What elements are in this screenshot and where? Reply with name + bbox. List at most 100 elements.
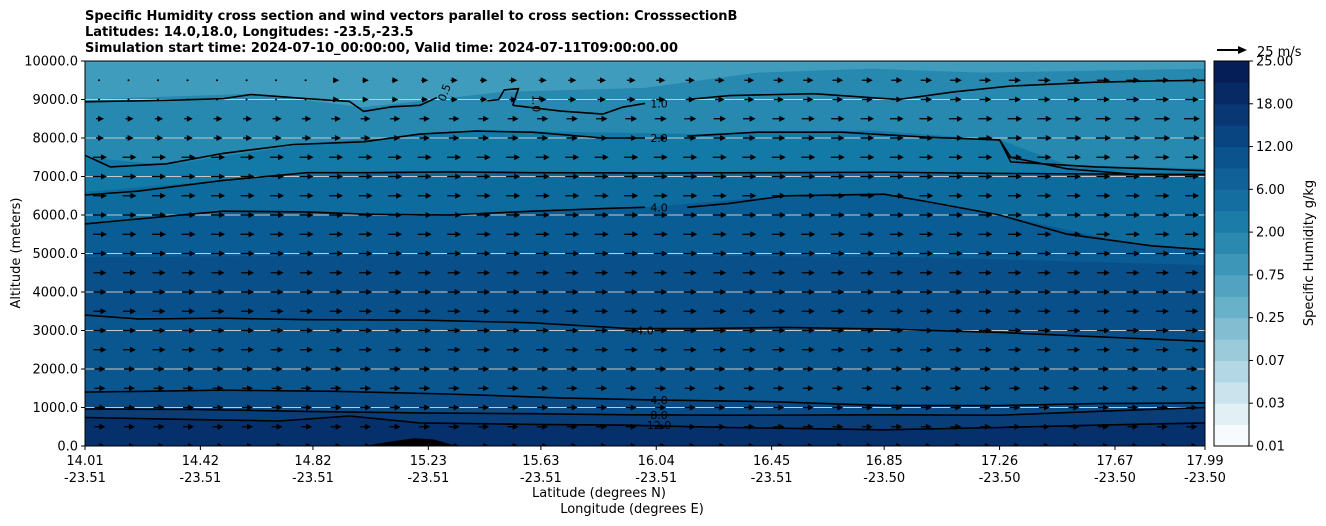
wind-vector-12-35 [1125,212,1140,218]
wind-vector-18-28 [920,96,933,103]
wind-vector-14-13 [476,173,491,180]
wind-vector-6-25 [831,327,845,334]
wind-vector-9-30 [978,269,992,276]
wind-vector-5-12 [447,346,461,353]
wind-vector-8-4 [211,289,225,295]
wind-vector-10-19 [653,250,668,257]
wind-vector-5-0 [93,346,107,353]
wind-vector-10-9 [358,250,373,257]
wind-vector-5-30 [978,346,992,353]
wind-vector-0-29 [950,443,962,446]
wind-vector-18-9 [362,96,369,103]
wind-vector-18-30 [979,96,992,103]
wind-vector-0-6 [271,443,283,446]
wind-vector-12-33 [1066,212,1081,218]
y-tick-label-2: 2000.0 [33,363,79,378]
wind-vector-13-0 [93,192,107,199]
wind-vector-7-6 [270,308,284,315]
wind-vector-17-17 [595,115,608,122]
wind-vector-10-4 [211,250,226,257]
colorbar-tick-label-1: 0.03 [1256,397,1285,412]
wind-vector-8-32 [1037,289,1051,295]
wind-vector-3-20 [684,385,696,392]
wind-vector-17-36 [1154,115,1171,122]
wind-vector-0-35 [1127,443,1139,446]
x-tick-lat-8: 17.26 [981,454,1018,469]
wind-vector-4-29 [950,366,962,372]
wind-vector-18-33 [1067,96,1081,103]
wind-vector-13-15 [535,192,550,199]
wind-vector-4-37 [1186,366,1198,372]
wind-vector-10-35 [1125,250,1140,257]
wind-vector-6-35 [1126,327,1140,334]
wind-vector-17-24 [801,115,815,122]
wind-vector-17-34 [1095,115,1112,122]
wind-vector-18-13 [479,96,488,103]
wind-vector-4-0 [94,366,106,372]
wind-vector-2-28 [920,404,932,411]
wind-vector-9-25 [831,269,845,276]
y-tick-label-10: 10000.0 [24,55,78,70]
wind-vector-2-3 [183,404,195,411]
wind-vector-10-32 [1037,250,1052,257]
wind-vector-19-27 [891,77,903,84]
wind-vector-19-1 [127,79,130,82]
wind-vector-6-9 [359,327,373,334]
wind-vector-2-36 [1156,404,1168,411]
wind-vector-10-13 [476,250,491,257]
wind-vector-4-16 [566,366,578,372]
wind-vector-2-20 [684,404,696,411]
wind-vector-19-7 [304,79,307,82]
wind-vector-16-6 [272,135,282,141]
wind-vector-17-9 [360,115,371,122]
wind-vector-10-28 [919,250,934,257]
wind-vector-2-37 [1186,404,1198,411]
colorbar-segment-16 [1214,82,1249,105]
wind-vector-18-21 [715,96,725,103]
wind-vector-17-22 [742,115,756,122]
wind-vector-19-18 [626,77,636,84]
wind-vector-19-13 [479,77,488,84]
wind-vector-15-21 [712,154,727,161]
wind-vector-4-33 [1068,366,1080,372]
wind-vector-9-37 [1185,269,1199,276]
wind-vector-3-36 [1156,385,1168,392]
wind-vector-17-7 [301,115,312,122]
wind-vector-15-17 [594,154,609,161]
wind-vector-10-6 [270,250,285,257]
wind-vector-11-10 [388,231,403,238]
wind-vector-9-18 [624,269,638,276]
x-tick-lon-7: -23.50 [863,471,905,486]
colorbar-segment-14 [1214,125,1249,148]
contour-lines [85,79,1205,431]
wind-vector-8-2 [152,289,166,295]
wind-vector-2-27 [891,404,903,411]
wind-vector-19-33 [1067,77,1081,84]
wind-vector-15-26 [860,154,875,161]
x-tick-lon-3: -23.51 [407,471,449,486]
wind-vector-12-24 [801,212,816,218]
wind-vector-9-31 [1008,269,1022,276]
wind-vector-0-19 [655,443,667,446]
wind-vector-9-10 [388,269,402,276]
wind-vector-15-28 [919,154,934,161]
wind-vector-16-18 [625,135,638,141]
wind-vector-7-17 [595,308,609,315]
wind-vector-16-17 [595,135,608,141]
colorbar-tick-label-3: 0.25 [1256,311,1285,326]
wind-vector-9-14 [506,269,520,276]
wind-vector-10-20 [683,250,698,257]
wind-vector-17-27 [890,115,904,122]
wind-vector-11-33 [1066,231,1081,238]
wind-vector-7-32 [1037,308,1051,315]
wind-vector-19-11 [421,77,429,84]
wind-vector-8-10 [388,289,402,295]
wind-vector-4-24 [802,366,814,372]
wind-vector-8-34 [1096,289,1110,295]
wind-vector-5-6 [270,346,284,353]
wind-vector-19-4 [216,79,219,82]
wind-vector-0-23 [773,443,785,446]
wind-vector-11-13 [476,231,491,238]
wind-vector-15-11 [417,154,432,161]
wind-vector-9-8 [329,269,343,276]
